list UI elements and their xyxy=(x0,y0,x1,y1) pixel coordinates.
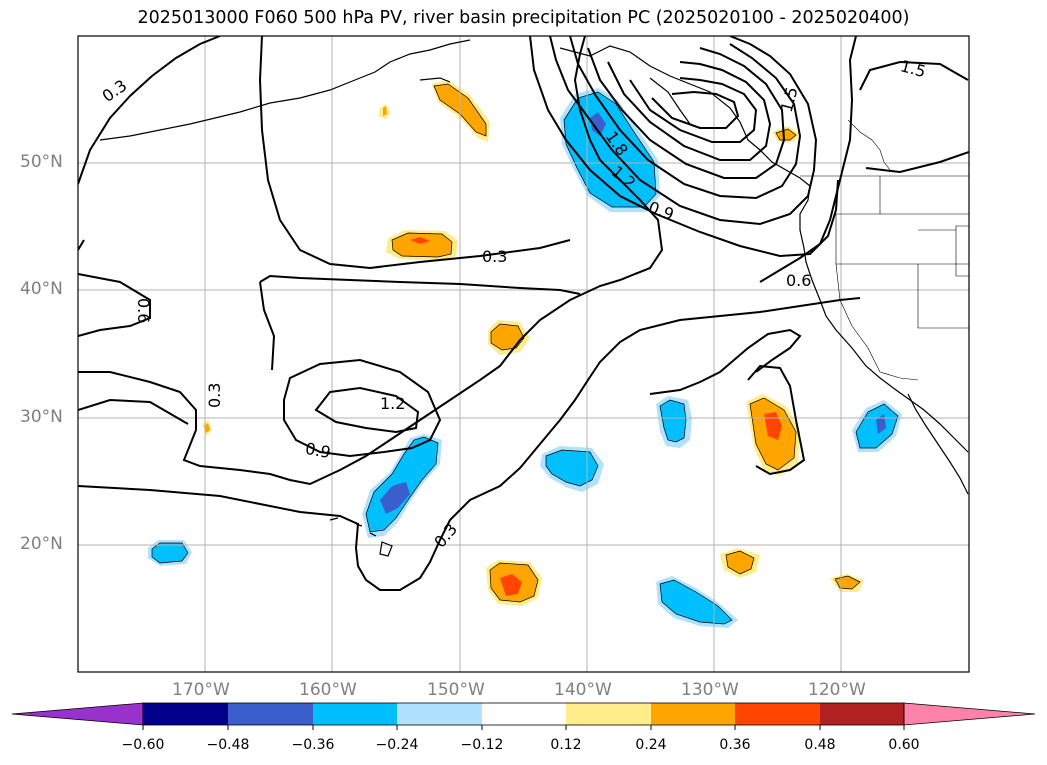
coastlines xyxy=(99,39,969,557)
contour-label: 0.9 xyxy=(304,439,332,462)
colorbar-max-extension xyxy=(903,702,1036,726)
contour-labels: 0.3 0.3 0.3 0.3 0.6 0.6 0.9 0.9 1.2 1.2 … xyxy=(99,56,928,551)
colorbar-tick-label: 0.48 xyxy=(804,737,836,753)
precip-outlines xyxy=(151,83,899,625)
colorbar-tick-label: −0.48 xyxy=(206,737,250,753)
lon-label-160w: 160°W xyxy=(299,680,357,700)
borders xyxy=(800,119,969,381)
contour-label: 1.2 xyxy=(380,394,405,413)
colorbar-segment xyxy=(566,703,651,725)
lon-label-120w: 120°W xyxy=(808,680,866,700)
colorbar-tick-label: 0.60 xyxy=(888,737,920,753)
colorbar-tick-label: −0.24 xyxy=(375,737,419,753)
precip-shading xyxy=(148,80,902,628)
lat-label-20n: 20°N xyxy=(20,534,63,554)
lat-label-50n: 50°N xyxy=(20,152,63,172)
colorbar-frame xyxy=(142,702,905,726)
colorbar-segment xyxy=(143,703,228,725)
lon-label-130w: 130°W xyxy=(681,680,739,700)
colorbar-tick-label: −0.60 xyxy=(121,737,165,753)
contour-label: 0.6 xyxy=(134,298,153,323)
pv-contours xyxy=(78,36,969,591)
lon-label-170w: 170°W xyxy=(172,680,230,700)
colorbar-segment xyxy=(313,703,397,725)
colorbar-tick-label: 0.24 xyxy=(635,737,667,753)
precip-negative-blobs xyxy=(148,88,902,628)
precip-positive-blobs xyxy=(202,80,864,606)
contour-label: 1.5 xyxy=(777,85,802,115)
colorbar-tick-label: −0.36 xyxy=(291,737,335,753)
colorbar xyxy=(11,702,1036,730)
colorbar-tick-label: 0.12 xyxy=(550,737,582,753)
map-title: 2025013000 F060 500 hPa PV, river basin … xyxy=(137,8,910,28)
lon-label-140w: 140°W xyxy=(554,680,612,700)
contour-label: 0.3 xyxy=(430,520,461,552)
lat-label-30n: 30°N xyxy=(20,407,63,427)
colorbar-segment xyxy=(651,703,735,725)
colorbar-segment xyxy=(820,703,904,725)
contour-label: 0.3 xyxy=(205,383,224,408)
colorbar-segment xyxy=(482,703,566,725)
colorbar-min-extension xyxy=(11,702,144,726)
gridlines xyxy=(78,36,969,672)
colorbar-segment xyxy=(397,703,482,725)
map-frame xyxy=(77,35,970,673)
colorbar-tick-label: −0.12 xyxy=(460,737,504,753)
colorbar-segment xyxy=(228,703,313,725)
colorbar-tick-label: 0.36 xyxy=(719,737,751,753)
lon-label-150w: 150°W xyxy=(427,680,485,700)
lat-label-40n: 40°N xyxy=(20,279,63,299)
contour-label: 0.6 xyxy=(786,271,811,290)
contour-label: 0.3 xyxy=(482,247,507,266)
colorbar-segment xyxy=(735,703,820,725)
contour-label: 1.5 xyxy=(898,56,928,81)
